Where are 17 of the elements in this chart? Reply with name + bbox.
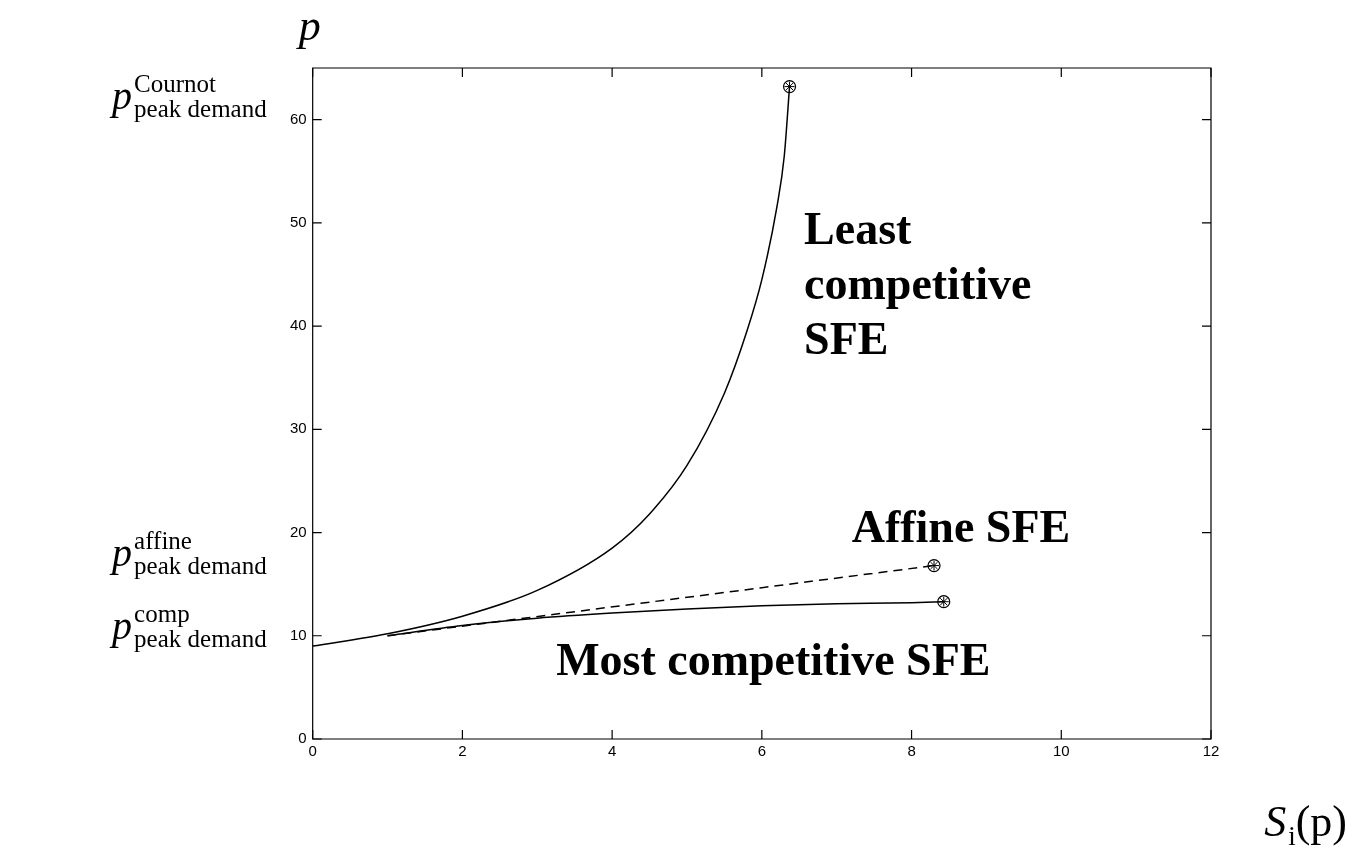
y-axis-title: p [295,1,321,50]
y-tick-label: 10 [290,625,307,643]
x-tick-label: 6 [757,742,767,760]
x-tick-label: 8 [907,742,916,760]
y-tick-label: 0 [298,729,307,747]
y-tick-label: 40 [290,316,307,334]
x-tick-label: 2 [458,742,467,760]
y-tick-label: 60 [290,109,307,127]
y-tick-label: 20 [290,522,307,540]
annotation: Most competitive SFE [556,634,991,686]
x-tick-label: 4 [607,742,617,760]
x-tick-label: 10 [1052,742,1070,760]
annotation: Affine SFE [851,500,1071,552]
x-tick-label: 12 [1202,742,1220,760]
annotation: Least competitive SFE [804,202,1032,364]
y-tick-label: 30 [290,419,307,437]
y-tick-label: 50 [290,212,307,230]
